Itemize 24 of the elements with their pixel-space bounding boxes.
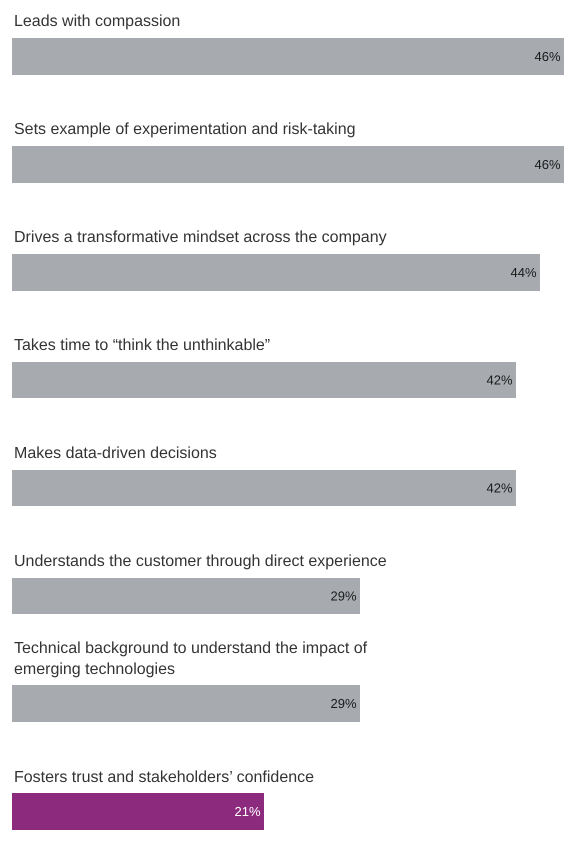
y-tick-label: Understands the customer through direct experience: [14, 553, 387, 570]
bar: [12, 38, 564, 75]
y-tick-label: Technical background to understand the impact of emerging technologies: [14, 640, 368, 678]
bar: [12, 146, 564, 183]
data-label: 46%: [534, 157, 561, 172]
y-tick-label: Leads with compassion: [14, 13, 180, 30]
data-label: 42%: [486, 480, 513, 496]
data-label: 29%: [330, 588, 357, 604]
bar: [12, 685, 360, 722]
y-tick-label: Sets example of experimentation and risk-taking: [14, 121, 356, 138]
bar: [12, 362, 516, 398]
data-label: 44%: [510, 265, 537, 280]
y-tick-label: Takes time to “think the unthinkable”: [14, 337, 270, 354]
bar: [12, 470, 516, 506]
data-label: 46%: [534, 49, 561, 64]
data-label: 21%: [234, 804, 261, 819]
data-label: 29%: [330, 696, 357, 711]
bar: [12, 793, 264, 830]
y-tick-label: Makes data-driven decisions: [14, 445, 217, 462]
data-label: 42%: [486, 372, 513, 388]
bar: [12, 254, 540, 291]
y-tick-label: Fosters trust and stakeholders’ confidence: [14, 769, 314, 786]
y-tick-label: Drives a transformative mindset across the company: [14, 229, 387, 246]
bar: [12, 578, 360, 614]
